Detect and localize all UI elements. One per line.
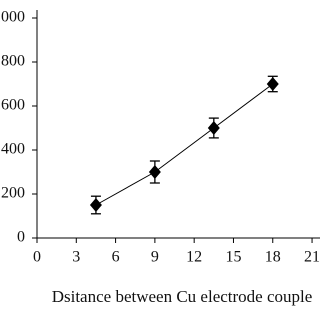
x-tick-label: 21 (304, 249, 320, 266)
line (95, 83, 274, 206)
marker (148, 165, 161, 179)
x-tick-label: 18 (265, 249, 281, 266)
x-tick-label: 15 (225, 249, 241, 266)
y-tick-label: 600 (1, 97, 25, 114)
marker (207, 121, 220, 135)
marker (89, 198, 102, 212)
y-tick-label: 200 (1, 185, 25, 202)
x-axis-label: Dsitance between Cu electrode couple (52, 287, 313, 306)
x-tick-label: 3 (72, 249, 80, 266)
x-tick-label: 9 (151, 249, 159, 266)
x-tick-label: 0 (33, 249, 41, 266)
y-tick-label: 0 (17, 229, 25, 246)
y-tick-label: 800 (1, 53, 25, 70)
x-tick-label: 6 (112, 249, 120, 266)
y-tick-label: 400 (1, 141, 25, 158)
x-tick-label: 12 (186, 249, 202, 266)
y-tick-label: 1000 (0, 9, 25, 26)
marker (266, 77, 279, 91)
